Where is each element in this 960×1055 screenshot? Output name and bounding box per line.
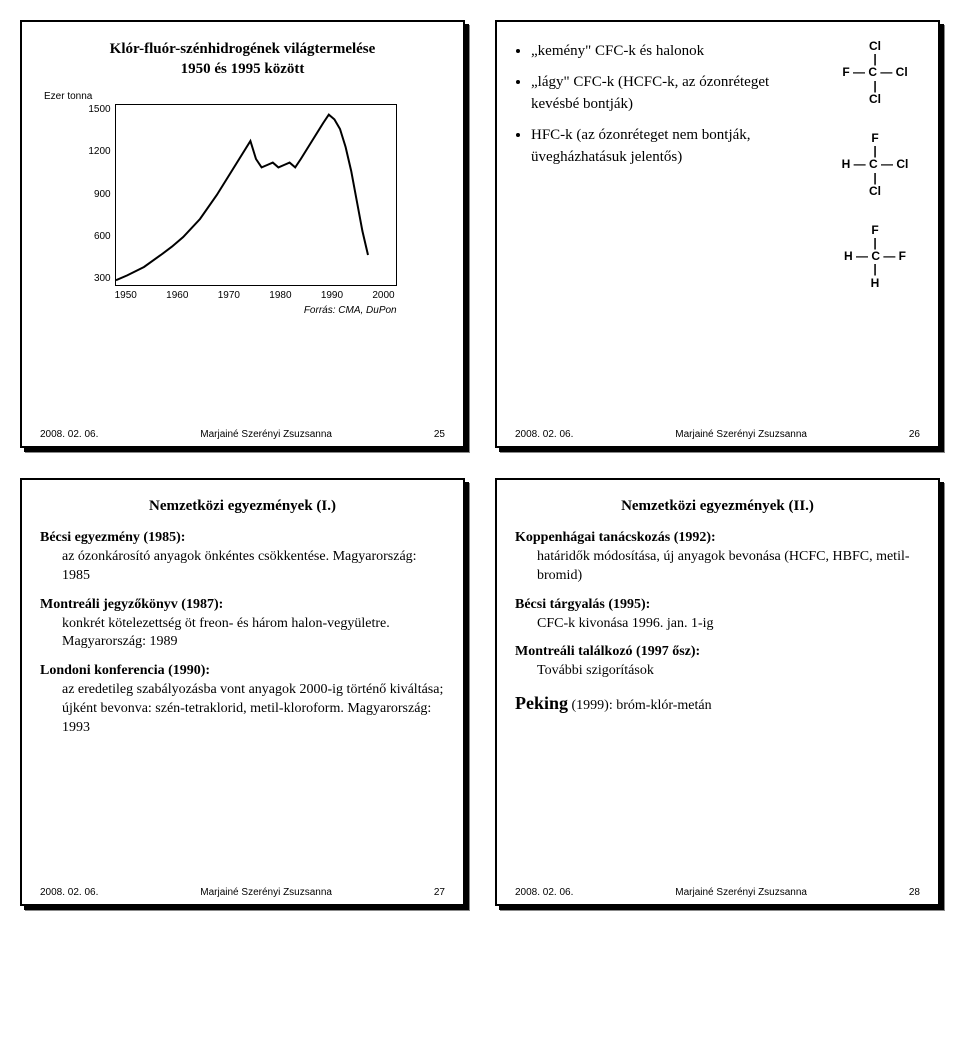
footer-author: Marjainé Szerényi Zsuzsanna bbox=[200, 887, 332, 898]
slide-25: Klór-fluór-szénhidrogének világtermelése… bbox=[20, 20, 465, 448]
agreement-item: Montreáli jegyzőkönyv (1987): konkrét köt… bbox=[40, 596, 445, 653]
slide-26: „kemény" CFC-k és halonok „lágy" CFC-k (H… bbox=[495, 20, 940, 448]
atom: F bbox=[899, 249, 906, 263]
slide-heading: Nemzetközi egyezmények (I.) bbox=[40, 498, 445, 515]
slide-footer: 2008. 02. 06. Marjainé Szerényi Zsuzsann… bbox=[40, 887, 445, 898]
atom: H bbox=[844, 249, 853, 263]
y-tick: 300 bbox=[94, 273, 111, 284]
agreement-item: Koppenhágai tanácskozás (1992): határidők… bbox=[515, 529, 920, 586]
molecule-2: F | H — C — Cl | Cl bbox=[830, 132, 920, 198]
molecule-diagrams: Cl | F — C — Cl | Cl F | H — C — Cl | Cl… bbox=[830, 40, 920, 421]
agreement-item: Montreáli találkozó (1997 ősz): További s… bbox=[515, 643, 920, 681]
x-tick: 1990 bbox=[321, 290, 343, 301]
agreement-item: Londoni konferencia (1990): az eredetileg… bbox=[40, 662, 445, 738]
bullet-list: „kemény" CFC-k és halonok „lágy" CFC-k (H… bbox=[515, 40, 820, 421]
molecule-1: Cl | F — C — Cl | Cl bbox=[830, 40, 920, 106]
atom: Cl bbox=[869, 184, 881, 198]
y-tick: 600 bbox=[94, 231, 111, 242]
agreement-item: Bécsi tárgyalás (1995): CFC-k kivonása 19… bbox=[515, 596, 920, 634]
footer-page-num: 25 bbox=[434, 429, 445, 440]
agreement-detail: További szigorítások bbox=[537, 662, 920, 681]
atom: C bbox=[868, 65, 877, 79]
footer-author: Marjainé Szerényi Zsuzsanna bbox=[675, 429, 807, 440]
slide-27: Nemzetközi egyezmények (I.) Bécsi egyezm… bbox=[20, 478, 465, 906]
footer-page-num: 27 bbox=[434, 887, 445, 898]
chart-title: Klór-fluór-szénhidrogének világtermelése… bbox=[40, 40, 445, 79]
footer-date: 2008. 02. 06. bbox=[515, 429, 573, 440]
agreement-detail: határidők módosítása, új anyagok bevonás… bbox=[537, 548, 920, 586]
agreement-title: Montreáli találkozó (1997 ősz): bbox=[515, 644, 700, 659]
y-tick: 900 bbox=[94, 189, 111, 200]
agreement-title: Montreáli jegyzőkönyv (1987): bbox=[40, 597, 223, 612]
agreement-detail: konkrét kötelezettség öt freon- és három… bbox=[62, 615, 445, 653]
atom: F bbox=[871, 131, 878, 145]
atom: Cl bbox=[896, 157, 908, 171]
x-tick: 1970 bbox=[218, 290, 240, 301]
footer-date: 2008. 02. 06. bbox=[515, 887, 573, 898]
agreement-detail: az eredetileg szabályozásba vont anyagok… bbox=[62, 681, 445, 738]
slide-footer: 2008. 02. 06. Marjainé Szerényi Zsuzsann… bbox=[40, 429, 445, 440]
atom: Cl bbox=[869, 92, 881, 106]
agreement-item: Peking (1999): bróm-klór-metán bbox=[515, 691, 920, 716]
chart-title-line2: 1950 és 1995 között bbox=[181, 61, 305, 77]
slide-footer: 2008. 02. 06. Marjainé Szerényi Zsuzsann… bbox=[515, 887, 920, 898]
footer-date: 2008. 02. 06. bbox=[40, 887, 98, 898]
agreement-title: Londoni konferencia (1990): bbox=[40, 663, 210, 678]
atom: F bbox=[871, 223, 878, 237]
y-axis-ticks: 1500 1200 900 600 300 bbox=[88, 104, 114, 284]
x-tick: 1950 bbox=[115, 290, 137, 301]
agreement-title: Bécsi egyezmény (1985): bbox=[40, 530, 185, 545]
agreement-title: Bécsi tárgyalás (1995): bbox=[515, 597, 650, 612]
x-tick: 1980 bbox=[269, 290, 291, 301]
atom: Cl bbox=[869, 39, 881, 53]
footer-author: Marjainé Szerényi Zsuzsanna bbox=[675, 887, 807, 898]
x-tick: 2000 bbox=[372, 290, 394, 301]
atom: Cl bbox=[896, 65, 908, 79]
y-tick: 1500 bbox=[88, 104, 110, 115]
slide-28: Nemzetközi egyezmények (II.) Koppenhágai… bbox=[495, 478, 940, 906]
y-tick: 1200 bbox=[88, 146, 110, 157]
chart-title-line1: Klór-fluór-szénhidrogének világtermelése bbox=[110, 41, 376, 57]
chart: Ezer tonna 1500 1200 900 600 300 1950 1960 197… bbox=[40, 91, 445, 316]
slide-footer: 2008. 02. 06. Marjainé Szerényi Zsuzsann… bbox=[515, 429, 920, 440]
chart-source: Forrás: CMA, DuPon bbox=[115, 305, 397, 316]
x-tick: 1960 bbox=[166, 290, 188, 301]
footer-page-num: 26 bbox=[909, 429, 920, 440]
agreement-item: Bécsi egyezmény (1985): az ózonkárosító a… bbox=[40, 529, 445, 586]
atom: H bbox=[842, 157, 851, 171]
slide-heading: Nemzetközi egyezmények (II.) bbox=[515, 498, 920, 515]
y-axis-title: Ezer tonna bbox=[44, 91, 92, 102]
agreement-detail: (1999): bróm-klór-metán bbox=[568, 698, 712, 713]
agreement-detail: az ózonkárosító anyagok önkéntes csökken… bbox=[62, 548, 445, 586]
footer-author: Marjainé Szerényi Zsuzsanna bbox=[200, 429, 332, 440]
agreement-detail: CFC-k kivonása 1996. jan. 1-ig bbox=[537, 615, 920, 634]
slides-grid: Klór-fluór-szénhidrogének világtermelése… bbox=[20, 20, 940, 906]
atom: H bbox=[871, 276, 880, 290]
plot-area bbox=[115, 104, 397, 286]
molecule-3: F | H — C — F | H bbox=[830, 224, 920, 290]
agreement-list: Bécsi egyezmény (1985): az ózonkárosító a… bbox=[40, 529, 445, 738]
footer-page-num: 28 bbox=[909, 887, 920, 898]
x-axis-ticks: 1950 1960 1970 1980 1990 2000 bbox=[115, 290, 395, 301]
bullet-item: HFC-k (az ózonréteget nem bontják, üvegh… bbox=[531, 124, 820, 169]
atom: C bbox=[869, 157, 878, 171]
bullet-item: „lágy" CFC-k (HCFC-k, az ózonréteget kev… bbox=[531, 71, 820, 116]
bullet-item: „kemény" CFC-k és halonok bbox=[531, 40, 820, 63]
agreement-title: Koppenhágai tanácskozás (1992): bbox=[515, 530, 716, 545]
atom: F bbox=[842, 65, 849, 79]
agreement-list: Koppenhágai tanácskozás (1992): határidők… bbox=[515, 529, 920, 681]
agreement-title: Peking bbox=[515, 693, 568, 713]
footer-date: 2008. 02. 06. bbox=[40, 429, 98, 440]
atom: C bbox=[871, 249, 880, 263]
